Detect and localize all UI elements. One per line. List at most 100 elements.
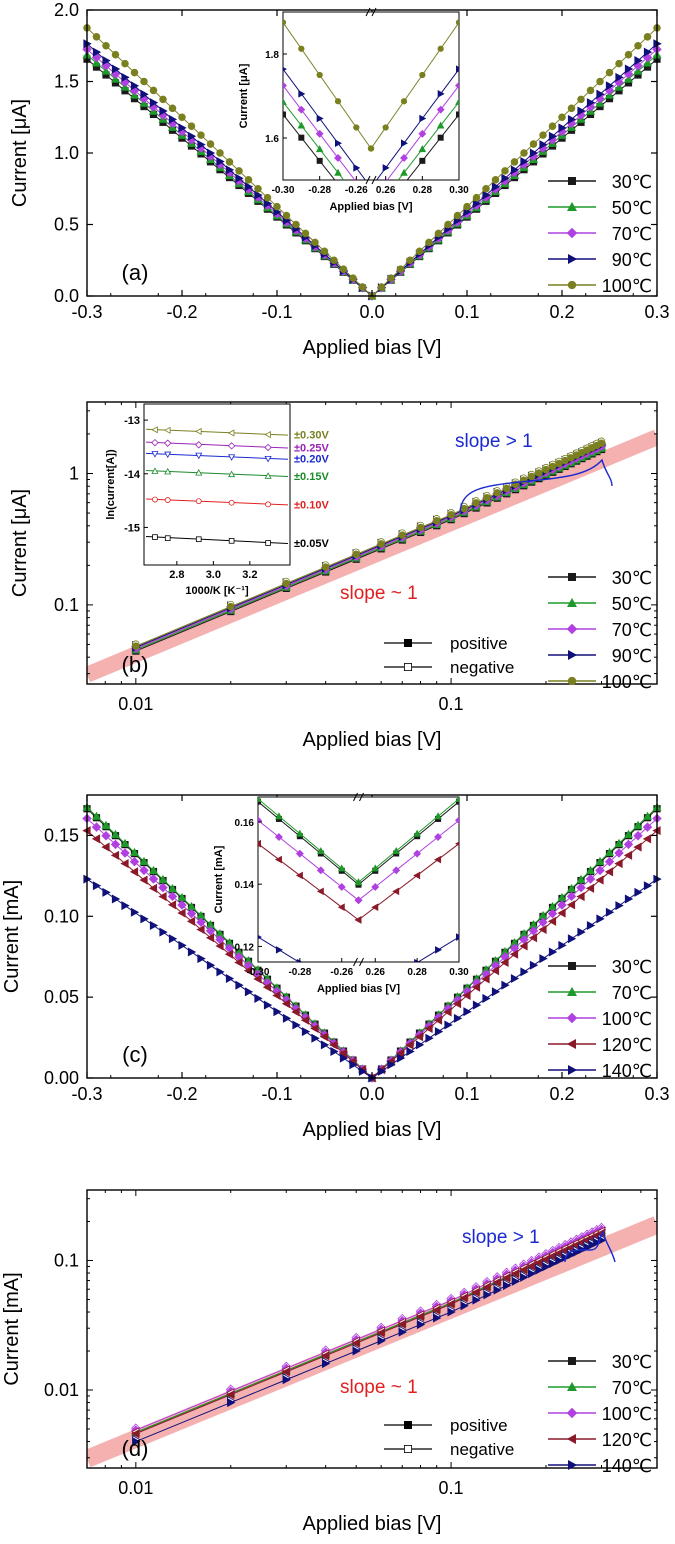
inset-point [228,454,236,461]
data-point [167,900,177,910]
x-tick-label: 0.1 [439,1478,464,1498]
data-point [110,850,120,860]
data-point-positive [542,1262,551,1272]
data-point [634,56,643,66]
inset-point [152,534,158,540]
x-tick-label: 0.3 [644,302,669,322]
data-point [634,41,642,50]
data-point-positive [520,1272,529,1282]
data-point [206,140,215,148]
data-point [396,1053,406,1063]
inset-point [315,145,324,153]
data-point [130,68,139,77]
data-point [623,829,634,838]
data-point [624,894,634,904]
inset-point [283,19,287,26]
data-point-positive [526,1261,536,1271]
inset-x-tick-label: 0.28 [413,185,433,196]
inset-point [455,841,459,846]
data-point-positive [282,579,291,588]
data-point [576,874,586,884]
legend: 30℃ 70℃ 100℃ 120℃ 140℃ [548,1352,652,1476]
data-point-positive [460,1301,469,1311]
axis-break-bottom [353,957,364,967]
data-point [273,1007,282,1017]
data-point [178,123,187,133]
y-tick-label: 0.10 [44,906,79,926]
inset-line-label: ±0.05V [294,538,329,550]
data-point [140,914,149,924]
data-point [387,274,395,282]
data-point [558,940,567,950]
y-tick-label: 0.1 [54,595,79,615]
inset-point [392,866,401,875]
data-point [158,874,168,884]
data-point [339,265,348,273]
data-point-positive [472,499,480,507]
data-point [349,274,357,282]
data-group [131,437,607,655]
data-point-positive [472,1295,481,1305]
data-point-positive [597,439,606,448]
data-point [300,1015,310,1025]
inset-x-tick-label: -0.28 [288,967,311,978]
inset-y-tick-label: 0.12 [235,942,255,953]
inset-series-line [283,22,372,149]
inset-point [274,833,283,841]
data-point [586,98,596,108]
data-point [577,106,586,116]
x-axis-label: Applied bias [V] [303,729,442,751]
data-point [358,283,367,291]
inset-x-tick-label: 0.30 [449,185,469,196]
data-point [482,993,491,1003]
inset-point [164,467,172,475]
inset-point [164,497,171,503]
inset-y-axis-label: ln(current[A]) [105,449,117,520]
data-point [529,960,539,970]
data-point [566,891,577,902]
data-point [481,974,490,984]
data-point [197,131,205,139]
data-point [158,882,168,893]
data-point [235,173,244,183]
x-tick-label: 0.0 [359,302,384,322]
data-point [595,875,604,885]
data-point [186,916,196,926]
panel-c: -0.3 -0.2 -0.1 0.0 0.1 0.2 0.3 0.00 0.05 0.10 0.15… [1,792,670,1141]
data-point-positive [588,1240,597,1250]
data-point [177,908,186,918]
data-point [101,831,111,841]
axis-break-bottom [365,175,377,185]
data-point [149,920,159,931]
data-point-positive [555,1256,564,1266]
inset-y-tick-label: -14 [124,469,141,481]
data-point-positive [397,1319,406,1329]
data-point-positive [501,1273,511,1283]
inset-point [371,864,380,872]
data-point [614,848,624,858]
data-point [462,991,471,1001]
y-tick-label: 1.5 [54,72,79,92]
data-point [501,167,509,175]
data-point-positive [416,523,425,532]
legend-marker [566,1039,576,1049]
data-point [92,33,101,41]
inset-point [401,139,408,148]
data-point-positive [320,1351,330,1361]
x-tick-label: 0.01 [118,694,153,714]
inset-point [283,66,287,72]
inset-point [434,833,443,841]
data-point [415,1040,425,1050]
inset-line-label: ±0.20V [294,454,329,466]
data-point [311,238,319,247]
data-point [595,865,605,876]
data-point-positive [527,1269,537,1279]
data-point-positive [482,1282,491,1292]
series-120℃ [131,1226,606,1439]
inset-point [354,916,362,924]
inset-line-label: ±0.15V [294,471,329,483]
y-tick-label: 0.0 [54,286,79,306]
data-point-positive [510,1269,520,1279]
data-point-positive [131,1429,140,1439]
data-point [301,1027,311,1037]
